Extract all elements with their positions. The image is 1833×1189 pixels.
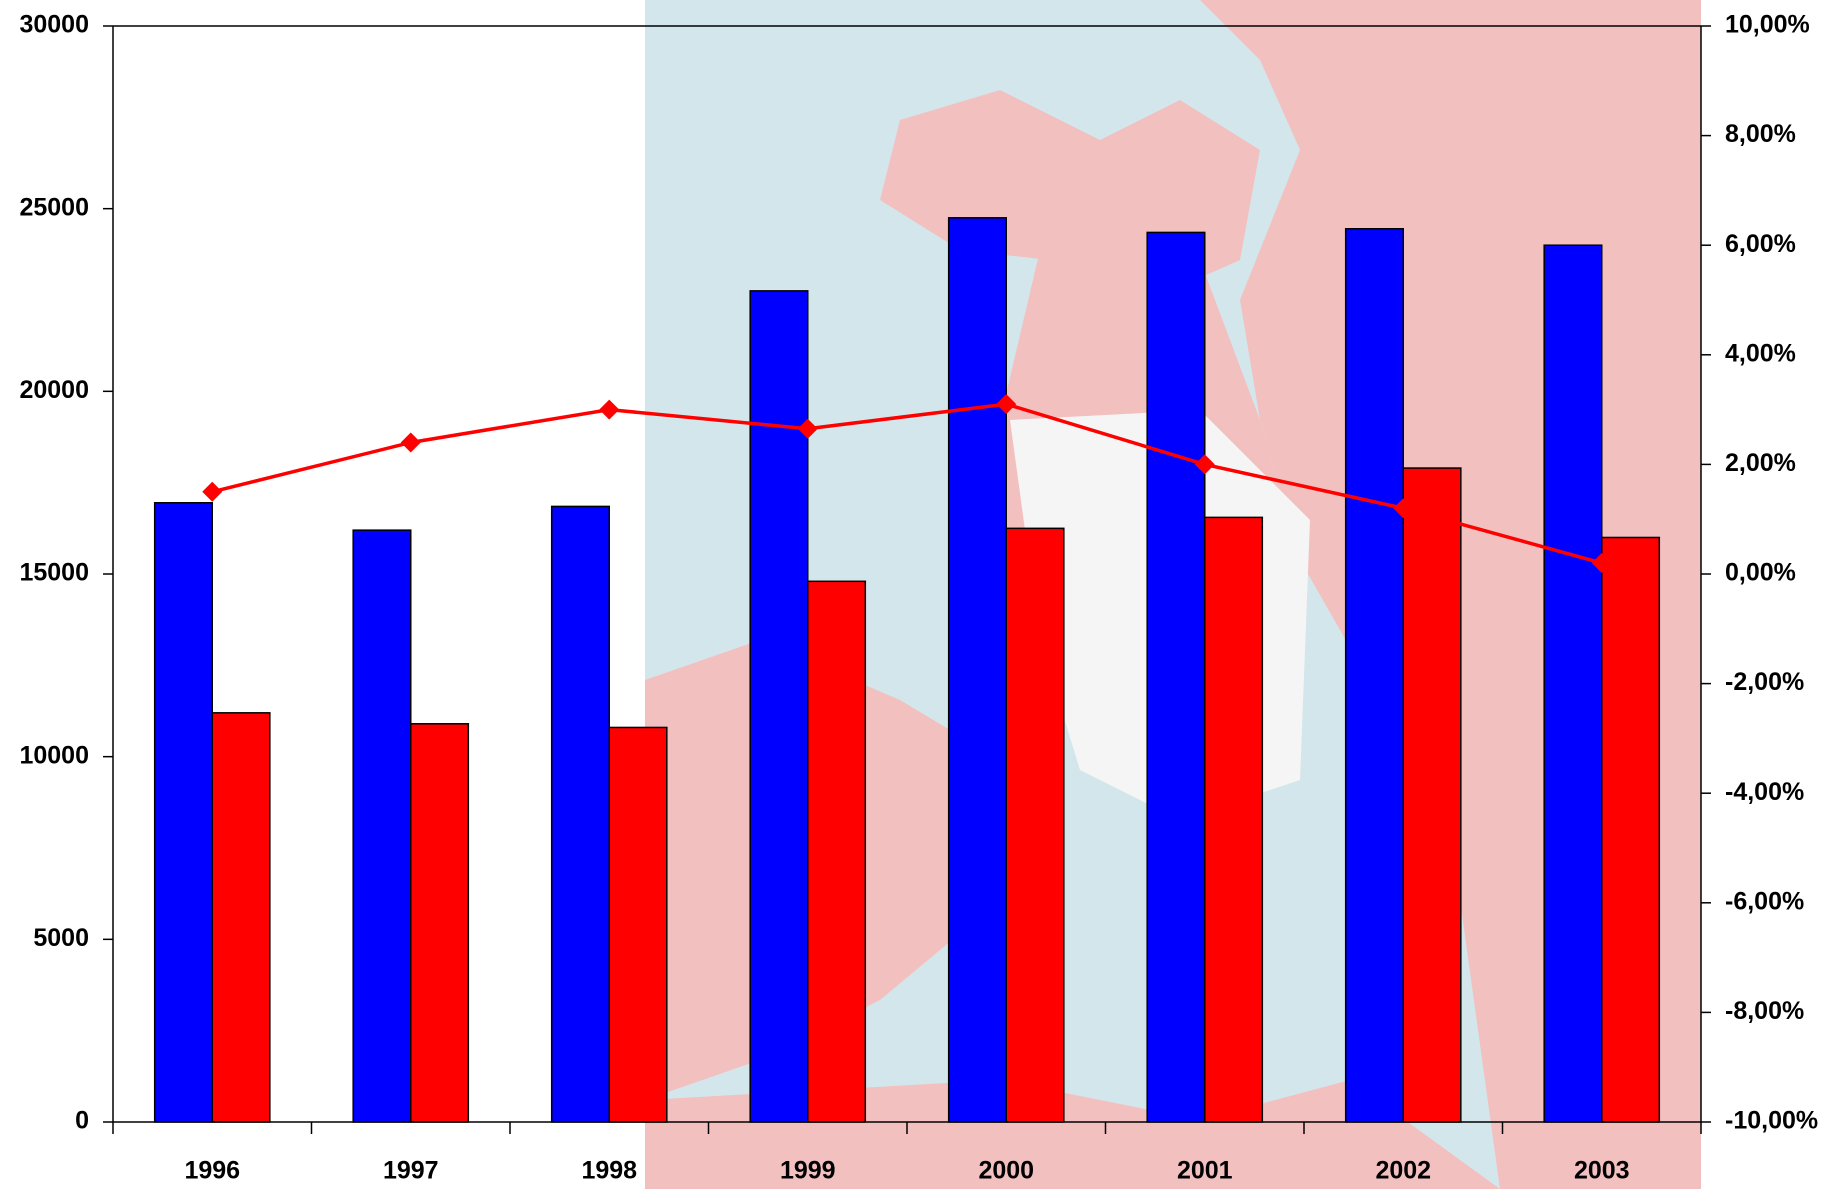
bar bbox=[1146, 231, 1206, 1123]
bar bbox=[352, 529, 412, 1123]
y2-tick-label: 6,00% bbox=[1725, 230, 1796, 258]
y2-tick-label: 0,00% bbox=[1725, 559, 1796, 587]
y2-tick-label: 4,00% bbox=[1725, 339, 1796, 367]
bar bbox=[947, 217, 1007, 1123]
marker bbox=[1591, 553, 1612, 574]
x-tick-label: 1996 bbox=[184, 1157, 240, 1185]
y-tick-label: 0 bbox=[75, 1107, 89, 1135]
x-tick-label: 1997 bbox=[383, 1157, 439, 1185]
line bbox=[211, 402, 1603, 565]
marker bbox=[1393, 498, 1414, 519]
bar bbox=[749, 290, 809, 1123]
bar bbox=[807, 580, 867, 1123]
x-tick-label: 2001 bbox=[1177, 1157, 1233, 1185]
bar bbox=[1601, 536, 1661, 1123]
bar bbox=[1543, 244, 1603, 1123]
y2-tick-label: -10,00% bbox=[1725, 1107, 1818, 1135]
y2-tick-label: -6,00% bbox=[1725, 887, 1804, 915]
x-tick-label: 1998 bbox=[581, 1157, 637, 1185]
y-tick-label: 25000 bbox=[19, 193, 89, 221]
bar bbox=[1344, 228, 1405, 1123]
x-tick-label: 2003 bbox=[1574, 1157, 1630, 1185]
x-tick-label: 2002 bbox=[1375, 1157, 1431, 1185]
bar bbox=[410, 723, 470, 1123]
y-tick-label: 20000 bbox=[19, 376, 89, 404]
bar bbox=[550, 505, 610, 1123]
marker bbox=[1194, 454, 1215, 475]
y2-tick-label: 10,00% bbox=[1725, 11, 1810, 39]
x-tick-label: 2000 bbox=[978, 1157, 1034, 1185]
bar bbox=[1005, 527, 1065, 1123]
marker bbox=[202, 481, 223, 502]
bar bbox=[211, 712, 271, 1123]
bar bbox=[608, 726, 668, 1123]
marker bbox=[797, 418, 818, 439]
marker bbox=[400, 432, 421, 453]
bar bbox=[153, 502, 213, 1123]
y-tick-label: 30000 bbox=[19, 11, 89, 39]
y2-tick-label: 2,00% bbox=[1725, 449, 1796, 477]
marker bbox=[996, 394, 1017, 415]
y2-tick-label: -4,00% bbox=[1725, 778, 1804, 806]
marker bbox=[599, 399, 620, 420]
y2-tick-label: -8,00% bbox=[1725, 997, 1804, 1025]
y-tick-label: 10000 bbox=[19, 741, 89, 769]
y2-tick-label: 8,00% bbox=[1725, 120, 1796, 148]
bar bbox=[1402, 467, 1462, 1123]
y2-tick-label: -2,00% bbox=[1725, 668, 1804, 696]
y-tick-label: 15000 bbox=[19, 559, 89, 587]
bar bbox=[1204, 516, 1264, 1123]
y-tick-label: 5000 bbox=[33, 924, 89, 952]
x-tick-label: 1999 bbox=[780, 1157, 836, 1185]
